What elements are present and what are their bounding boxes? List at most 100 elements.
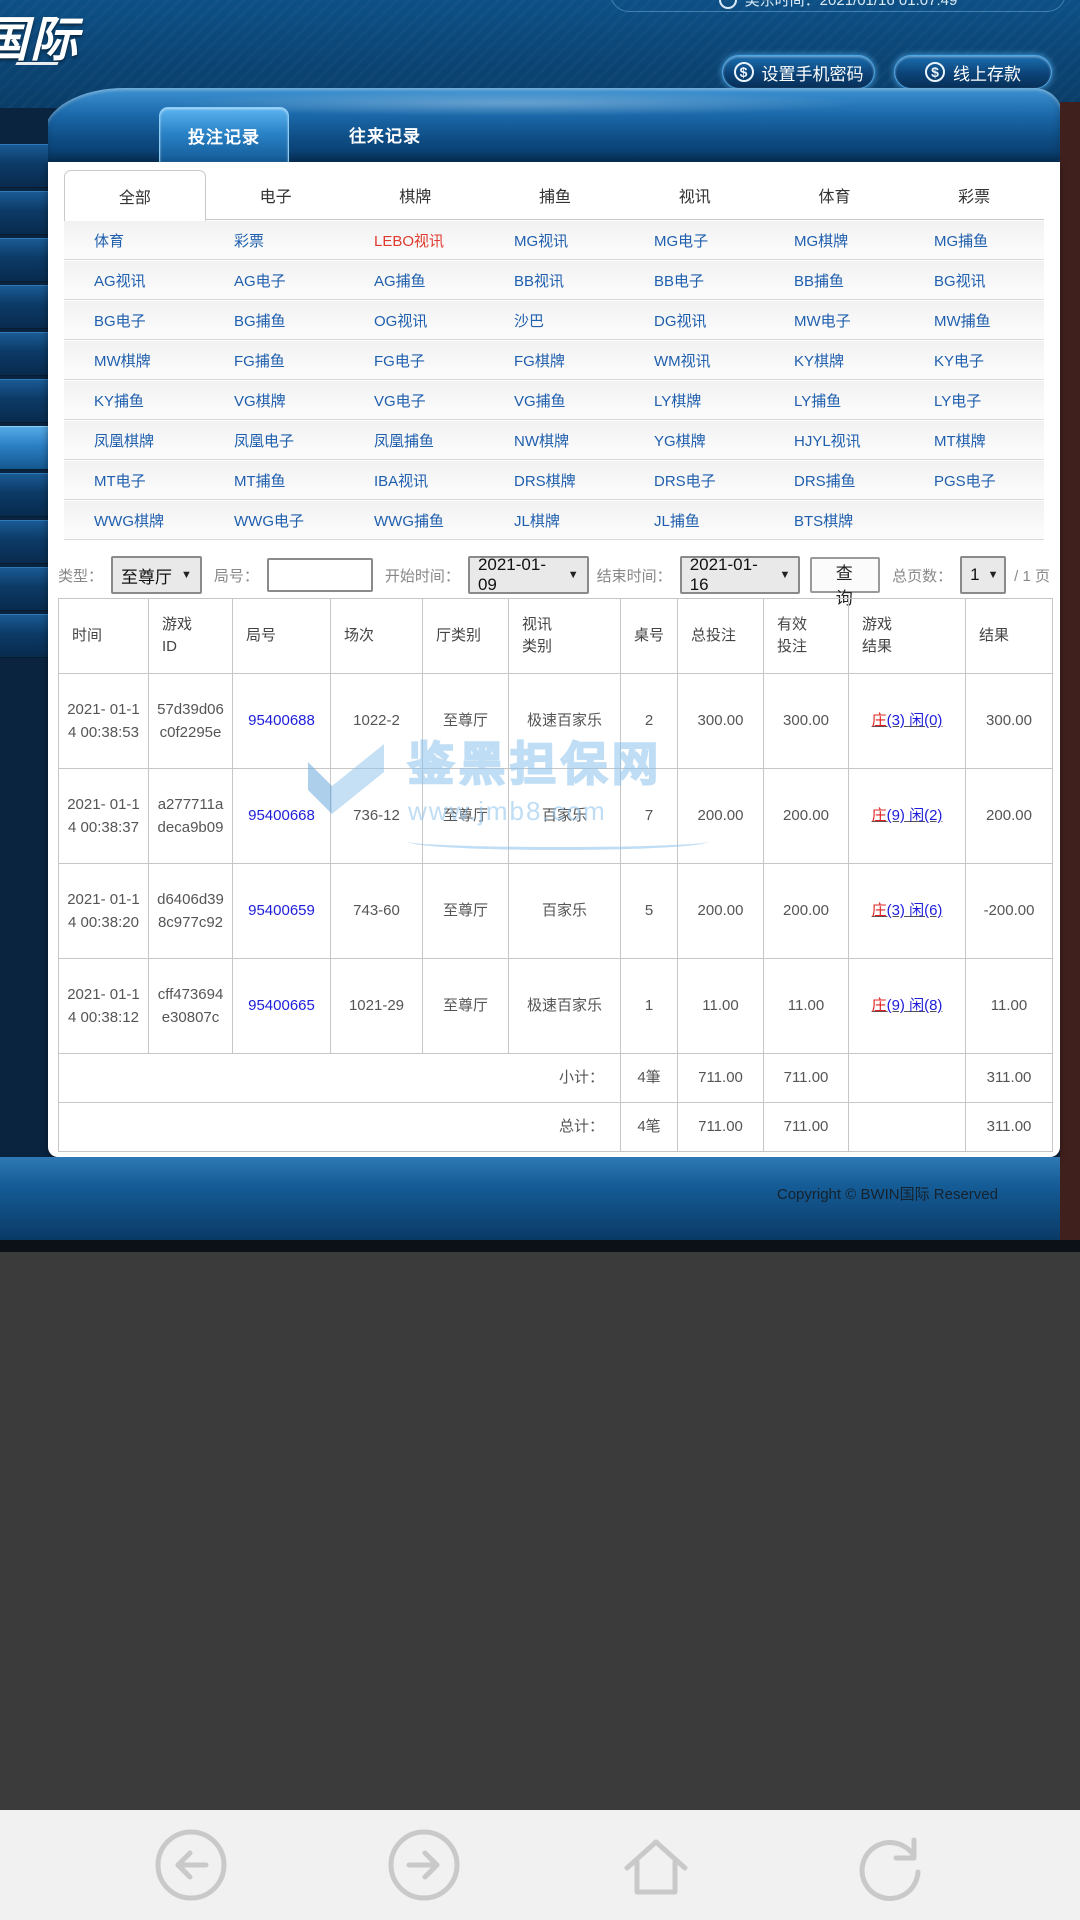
game-link[interactable]: VG捕鱼: [514, 392, 566, 410]
game-link[interactable]: HJYL视讯: [794, 432, 861, 450]
game-link[interactable]: 凤凰电子: [234, 432, 295, 450]
game-link[interactable]: BG电子: [94, 312, 146, 330]
game-link[interactable]: DG视讯: [654, 312, 707, 330]
refresh-icon[interactable]: [848, 1824, 930, 1906]
category-tab-6[interactable]: 彩票: [958, 188, 991, 206]
game-link[interactable]: IBA视讯: [374, 472, 429, 490]
game-link[interactable]: JL棋牌: [514, 512, 560, 530]
game-link[interactable]: KY棋牌: [794, 352, 845, 370]
game-result-link[interactable]: 庄(9) 闲(2): [872, 807, 943, 824]
game-link[interactable]: VG电子: [374, 392, 426, 410]
right-edge-strip: [1060, 102, 1080, 1252]
game-link[interactable]: AG视讯: [94, 272, 146, 290]
game-link[interactable]: DRS棋牌: [514, 472, 576, 490]
game-link[interactable]: BB视讯: [514, 272, 565, 290]
game-link[interactable]: MG捕鱼: [934, 232, 989, 250]
game-link[interactable]: MT电子: [94, 472, 146, 490]
game-result-link[interactable]: 庄(9) 闲(8): [872, 997, 943, 1014]
sidebar-menu-item[interactable]: [0, 144, 48, 188]
game-link[interactable]: WWG棋牌: [94, 512, 164, 530]
game-link-cell: AG视讯: [64, 261, 204, 299]
game-link[interactable]: AG捕鱼: [374, 272, 426, 290]
game-links-row: 体育 彩票 LEBO视讯 MG视讯 MG电子 MG棋牌 MG捕鱼: [64, 220, 1044, 260]
category-tab-4[interactable]: 视讯: [678, 188, 711, 206]
game-result-link[interactable]: 庄(3) 闲(6): [872, 902, 943, 919]
column-header: 时间: [58, 598, 149, 674]
type-select[interactable]: 至尊厅 ▼: [111, 556, 202, 594]
sidebar-menu-item[interactable]: [0, 614, 48, 658]
game-link[interactable]: WWG捕鱼: [374, 512, 444, 530]
game-link[interactable]: WWG电子: [234, 512, 304, 530]
game-link[interactable]: FG捕鱼: [234, 352, 285, 370]
game-link-cell: 彩票: [204, 221, 344, 259]
game-link[interactable]: KY捕鱼: [94, 392, 145, 410]
game-link[interactable]: DRS捕鱼: [794, 472, 856, 490]
forward-icon[interactable]: [383, 1824, 465, 1906]
game-link[interactable]: DRS电子: [654, 472, 716, 490]
game-link[interactable]: BG视讯: [934, 272, 986, 290]
end-date-select[interactable]: 2021-01-16 ▼: [679, 555, 801, 594]
game-link[interactable]: LY捕鱼: [794, 392, 842, 410]
home-icon[interactable]: [615, 1824, 697, 1906]
set-phone-password-button[interactable]: $ 设置手机密码: [722, 55, 875, 89]
online-deposit-button[interactable]: $ 线上存款: [894, 55, 1052, 89]
round-input[interactable]: [266, 558, 373, 592]
sidebar-menu-item[interactable]: [0, 191, 48, 235]
round-link[interactable]: 95400688: [248, 712, 315, 730]
start-date-select[interactable]: 2021-01-09 ▼: [467, 555, 589, 594]
sidebar-menu-item[interactable]: [0, 473, 48, 517]
sidebar-menu-item[interactable]: [0, 238, 48, 282]
search-button[interactable]: 查 询: [810, 557, 881, 608]
game-link[interactable]: AG电子: [234, 272, 286, 290]
game-link[interactable]: 体育: [94, 232, 125, 250]
sidebar-menu-item[interactable]: [0, 379, 48, 423]
sidebar-menu-item[interactable]: [0, 520, 48, 564]
game-link[interactable]: BB电子: [654, 272, 705, 290]
game-link[interactable]: BB捕鱼: [794, 272, 845, 290]
game-link[interactable]: MG棋牌: [794, 232, 849, 250]
sidebar-menu-item[interactable]: [0, 285, 48, 329]
sidebar-menu-item[interactable]: [0, 332, 48, 376]
sidebar-menu-item[interactable]: [0, 426, 48, 470]
game-link[interactable]: MG电子: [654, 232, 709, 250]
game-link[interactable]: NW棋牌: [514, 432, 569, 450]
tab-bet-records[interactable]: 投注记录: [159, 107, 289, 162]
back-icon[interactable]: [150, 1824, 232, 1906]
game-link[interactable]: MW电子: [794, 312, 851, 330]
game-link[interactable]: JL捕鱼: [654, 512, 700, 530]
game-link[interactable]: LY棋牌: [654, 392, 702, 410]
game-link[interactable]: 凤凰棋牌: [94, 432, 155, 450]
game-link[interactable]: MW捕鱼: [934, 312, 991, 330]
game-link[interactable]: OG视讯: [374, 312, 428, 330]
game-link[interactable]: MT棋牌: [934, 432, 986, 450]
game-result-link[interactable]: 庄(3) 闲(0): [872, 712, 943, 729]
game-link[interactable]: 彩票: [234, 232, 265, 250]
game-link[interactable]: VG棋牌: [234, 392, 286, 410]
game-link[interactable]: PGS电子: [934, 472, 996, 490]
game-link[interactable]: KY电子: [934, 352, 985, 370]
round-link[interactable]: 95400668: [248, 807, 315, 825]
category-tab-1[interactable]: 电子: [259, 188, 292, 206]
game-link[interactable]: MG视讯: [514, 232, 569, 250]
game-link[interactable]: 凤凰捕鱼: [374, 432, 435, 450]
round-link[interactable]: 95400659: [248, 902, 315, 920]
game-link[interactable]: MT捕鱼: [234, 472, 286, 490]
game-link[interactable]: MW棋牌: [94, 352, 151, 370]
game-link[interactable]: 沙巴: [514, 312, 545, 330]
game-link[interactable]: YG棋牌: [654, 432, 706, 450]
sidebar-menu-item[interactable]: [0, 567, 48, 611]
game-link[interactable]: FG电子: [374, 352, 425, 370]
game-link[interactable]: BG捕鱼: [234, 312, 286, 330]
category-tab-0[interactable]: 全部: [64, 170, 206, 221]
round-link[interactable]: 95400665: [248, 997, 315, 1015]
category-tab-5[interactable]: 体育: [818, 188, 851, 206]
game-link[interactable]: WM视讯: [654, 352, 711, 370]
game-link[interactable]: LY电子: [934, 392, 982, 410]
category-tab-3[interactable]: 捕鱼: [539, 188, 572, 206]
tab-transaction-records[interactable]: 往来记录: [349, 127, 421, 146]
game-link[interactable]: BTS棋牌: [794, 512, 854, 530]
game-link[interactable]: LEBO视讯: [374, 232, 445, 250]
category-tab-2[interactable]: 棋牌: [399, 188, 432, 206]
page-select[interactable]: 1 ▼: [960, 556, 1007, 594]
game-link[interactable]: FG棋牌: [514, 352, 565, 370]
